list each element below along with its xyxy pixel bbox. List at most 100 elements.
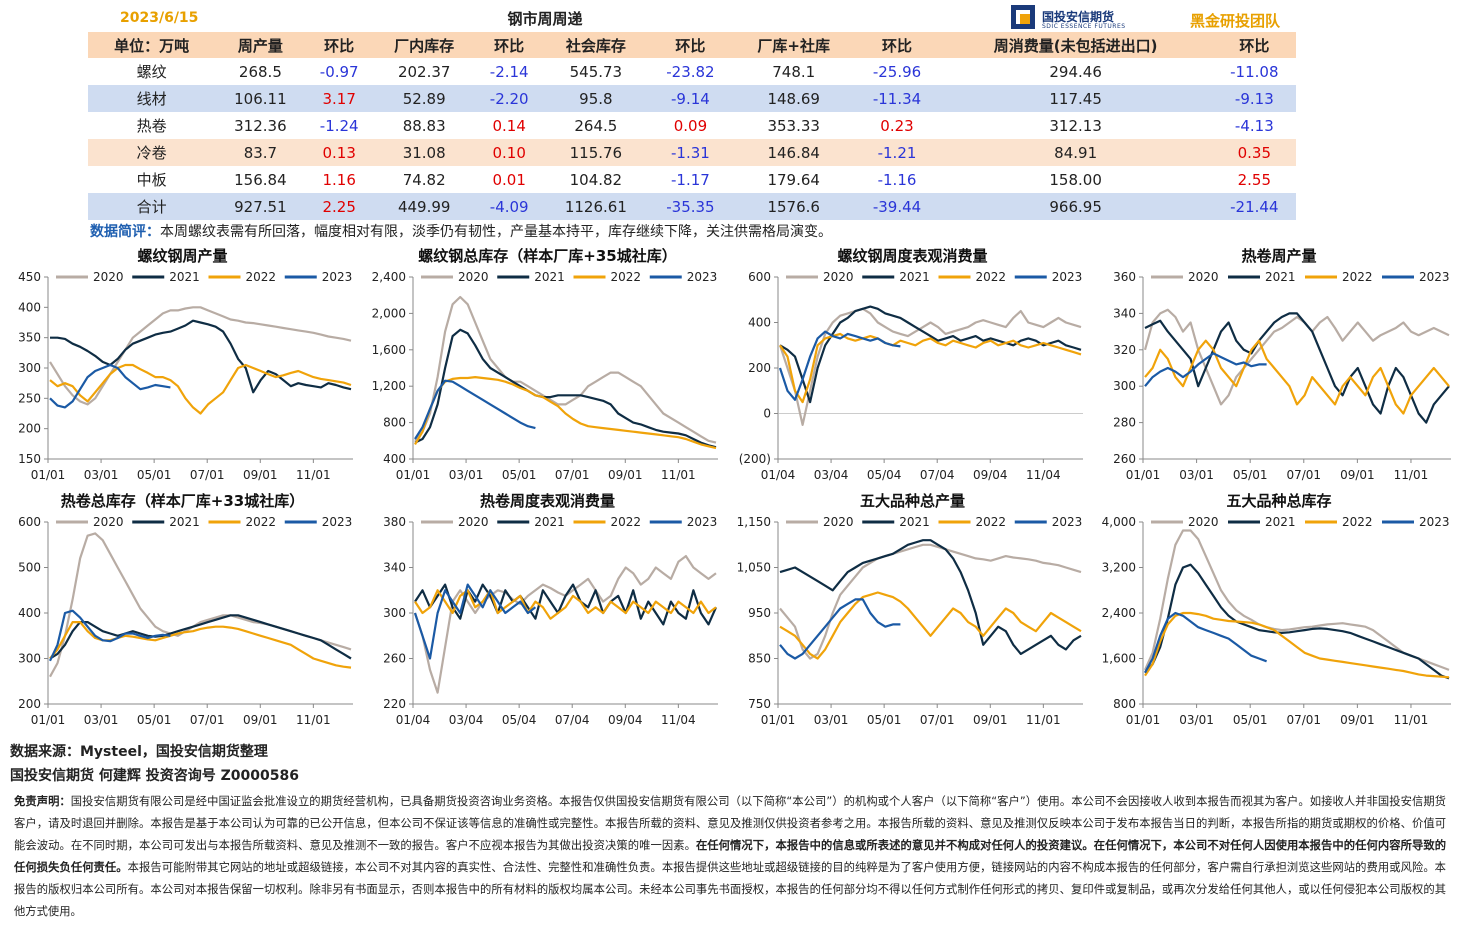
table-cell: 线材 bbox=[88, 85, 216, 112]
column-header: 环比 bbox=[648, 32, 733, 58]
y-tick-label: 200 bbox=[18, 422, 41, 436]
y-tick-label: 300 bbox=[383, 606, 406, 620]
y-tick-label: 500 bbox=[18, 561, 41, 575]
y-tick-label: 300 bbox=[1113, 379, 1136, 393]
y-tick-label: 220 bbox=[383, 697, 406, 711]
table-cell: 1576.6 bbox=[732, 193, 856, 220]
series-line-2023 bbox=[1144, 611, 1267, 674]
y-tick-label: 800 bbox=[1113, 697, 1136, 711]
x-tick-label: 03/04 bbox=[814, 468, 849, 482]
x-tick-label: 05/01 bbox=[137, 713, 172, 727]
x-tick-label: 05/01 bbox=[1233, 713, 1268, 727]
x-tick-label: 03/01 bbox=[84, 468, 119, 482]
y-tick-label: 300 bbox=[18, 361, 41, 375]
table-cell: 3.17 bbox=[305, 85, 373, 112]
table-cell: -23.82 bbox=[666, 62, 715, 81]
x-tick-label: 07/01 bbox=[190, 468, 225, 482]
series-line-2021 bbox=[779, 305, 1082, 404]
y-tick-label: 400 bbox=[18, 300, 41, 314]
column-header: 单位：万吨 bbox=[88, 32, 216, 58]
chart-hrc-production: 热卷周产量 2020 2021 2022 2023 260 280 300 320 340 360 0… bbox=[1113, 247, 1451, 482]
disclaimer-bold: 在任何情况下，本报告中的信息或所表述的意见并不构成对任何人的投资建议。在任何情况… bbox=[14, 839, 1446, 874]
comment-label: 数据简评： bbox=[90, 224, 160, 240]
table-cell: -2.20 bbox=[475, 85, 543, 112]
series-line-2022 bbox=[49, 621, 352, 669]
chart-title: 热卷总库存（样本厂库+33城社库） bbox=[61, 492, 304, 510]
x-tick-label: 07/01 bbox=[555, 468, 590, 482]
table-cell: 449.99 bbox=[372, 193, 476, 220]
legend-label: 2021 bbox=[534, 270, 565, 284]
series-line-2020 bbox=[413, 554, 717, 694]
x-tick-label: 11/01 bbox=[296, 713, 331, 727]
y-tick-label: 340 bbox=[383, 561, 406, 575]
x-tick-label: 09/01 bbox=[973, 713, 1008, 727]
legend-label: 2020 bbox=[823, 515, 854, 529]
y-tick-label: 380 bbox=[383, 515, 406, 529]
table-row: 热卷 312.36 -1.24 88.83 0.14 264.5 0.09 353.33 0.2… bbox=[88, 112, 1296, 139]
x-tick-label: 07/01 bbox=[1286, 468, 1321, 482]
x-tick-label: 07/01 bbox=[1286, 713, 1321, 727]
disclaimer-label: 免责声明： bbox=[14, 795, 71, 808]
x-tick-label: 11/04 bbox=[1026, 468, 1061, 482]
table-cell: 146.84 bbox=[732, 139, 856, 166]
legend-label: 2023 bbox=[322, 515, 353, 529]
table-cell: 0.09 bbox=[673, 116, 708, 135]
table-cell: -2.14 bbox=[489, 62, 529, 81]
x-tick-label: 03/01 bbox=[1179, 468, 1214, 482]
y-tick-label: 400 bbox=[383, 452, 406, 466]
table-cell: 88.83 bbox=[402, 116, 446, 135]
x-tick-label: 11/01 bbox=[1026, 713, 1061, 727]
legend-label: 2021 bbox=[899, 270, 930, 284]
y-tick-label: 280 bbox=[1113, 416, 1136, 430]
series-line-2023 bbox=[413, 583, 537, 660]
chart-rebar-inventory: 螺纹钢总库存（样本厂库+35城社库） 2020 2021 2022 2023 400 800… bbox=[372, 247, 718, 482]
legend-label: 2022 bbox=[246, 515, 277, 529]
author-line: 国投安信期货 何建辉 投资咨询号 Z0000586 bbox=[10, 768, 299, 784]
table-cell: -35.35 bbox=[648, 193, 733, 220]
y-tick-label: 200 bbox=[18, 697, 41, 711]
legend-label: 2021 bbox=[169, 515, 200, 529]
table-cell: 748.1 bbox=[772, 62, 816, 81]
x-tick-label: 11/01 bbox=[661, 468, 696, 482]
table-header-row: 单位：万吨 周产量 环比 厂内库存 环比 社会库存 环比 厂库+社库 环比 周消费量(未包括进出口… bbox=[88, 32, 1296, 58]
table-cell: 545.73 bbox=[569, 62, 623, 81]
x-tick-label: 01/01 bbox=[761, 713, 796, 727]
column-header: 厂内库存 bbox=[372, 32, 476, 58]
table-cell: -0.97 bbox=[319, 62, 359, 81]
table-cell: 294.46 bbox=[1049, 62, 1102, 81]
table-cell: 0.23 bbox=[880, 116, 914, 135]
x-tick-label: 01/01 bbox=[31, 713, 66, 727]
table-cell: 83.7 bbox=[215, 139, 306, 166]
column-header: 厂库+社库 bbox=[732, 32, 856, 58]
legend-label: 2020 bbox=[458, 515, 489, 529]
disclaimer-part-1: 国投安信期货有限公司是经中国证监会批准设立的期货经营机构，已具备期货投资咨询业务… bbox=[14, 795, 1446, 852]
chart-rebar-consumption: 螺纹钢周度表观消费量 2020 2021 2022 2023 (200) 0 200 400 60… bbox=[739, 247, 1083, 482]
y-tick-label: 1,200 bbox=[372, 379, 406, 393]
table-cell: 0.13 bbox=[305, 139, 373, 166]
logo-icon bbox=[1011, 5, 1035, 29]
legend-label: 2021 bbox=[899, 515, 930, 529]
legend-label: 2020 bbox=[93, 515, 124, 529]
table-cell: 2.25 bbox=[305, 193, 373, 220]
table-cell: 31.08 bbox=[372, 139, 476, 166]
y-tick-label: 1,600 bbox=[372, 343, 406, 357]
legend-label: 2021 bbox=[1265, 270, 1296, 284]
y-tick-label: 340 bbox=[1113, 306, 1136, 320]
series-line-2023 bbox=[778, 330, 901, 401]
company-logo: 国投安信期货 SDIC ESSENCE FUTURES bbox=[1010, 4, 1170, 34]
table-cell: -1.24 bbox=[319, 116, 359, 135]
table-cell: 104.82 bbox=[569, 170, 623, 189]
series-line-2020 bbox=[49, 532, 352, 678]
y-tick-label: 350 bbox=[18, 331, 41, 345]
chart-title: 螺纹钢周产量 bbox=[137, 247, 227, 265]
x-tick-label: 07/01 bbox=[920, 713, 955, 727]
table-cell: -21.44 bbox=[1212, 193, 1296, 220]
table-cell: 热卷 bbox=[136, 117, 167, 135]
column-header: 环比 bbox=[475, 32, 543, 58]
y-tick-label: 260 bbox=[1113, 452, 1136, 466]
y-tick-label: 800 bbox=[383, 416, 406, 430]
x-tick-label: 07/04 bbox=[920, 468, 955, 482]
table-cell: 966.95 bbox=[938, 193, 1213, 220]
table-cell: 115.76 bbox=[542, 139, 649, 166]
team-name: 黑金研投团队 bbox=[1190, 12, 1281, 30]
